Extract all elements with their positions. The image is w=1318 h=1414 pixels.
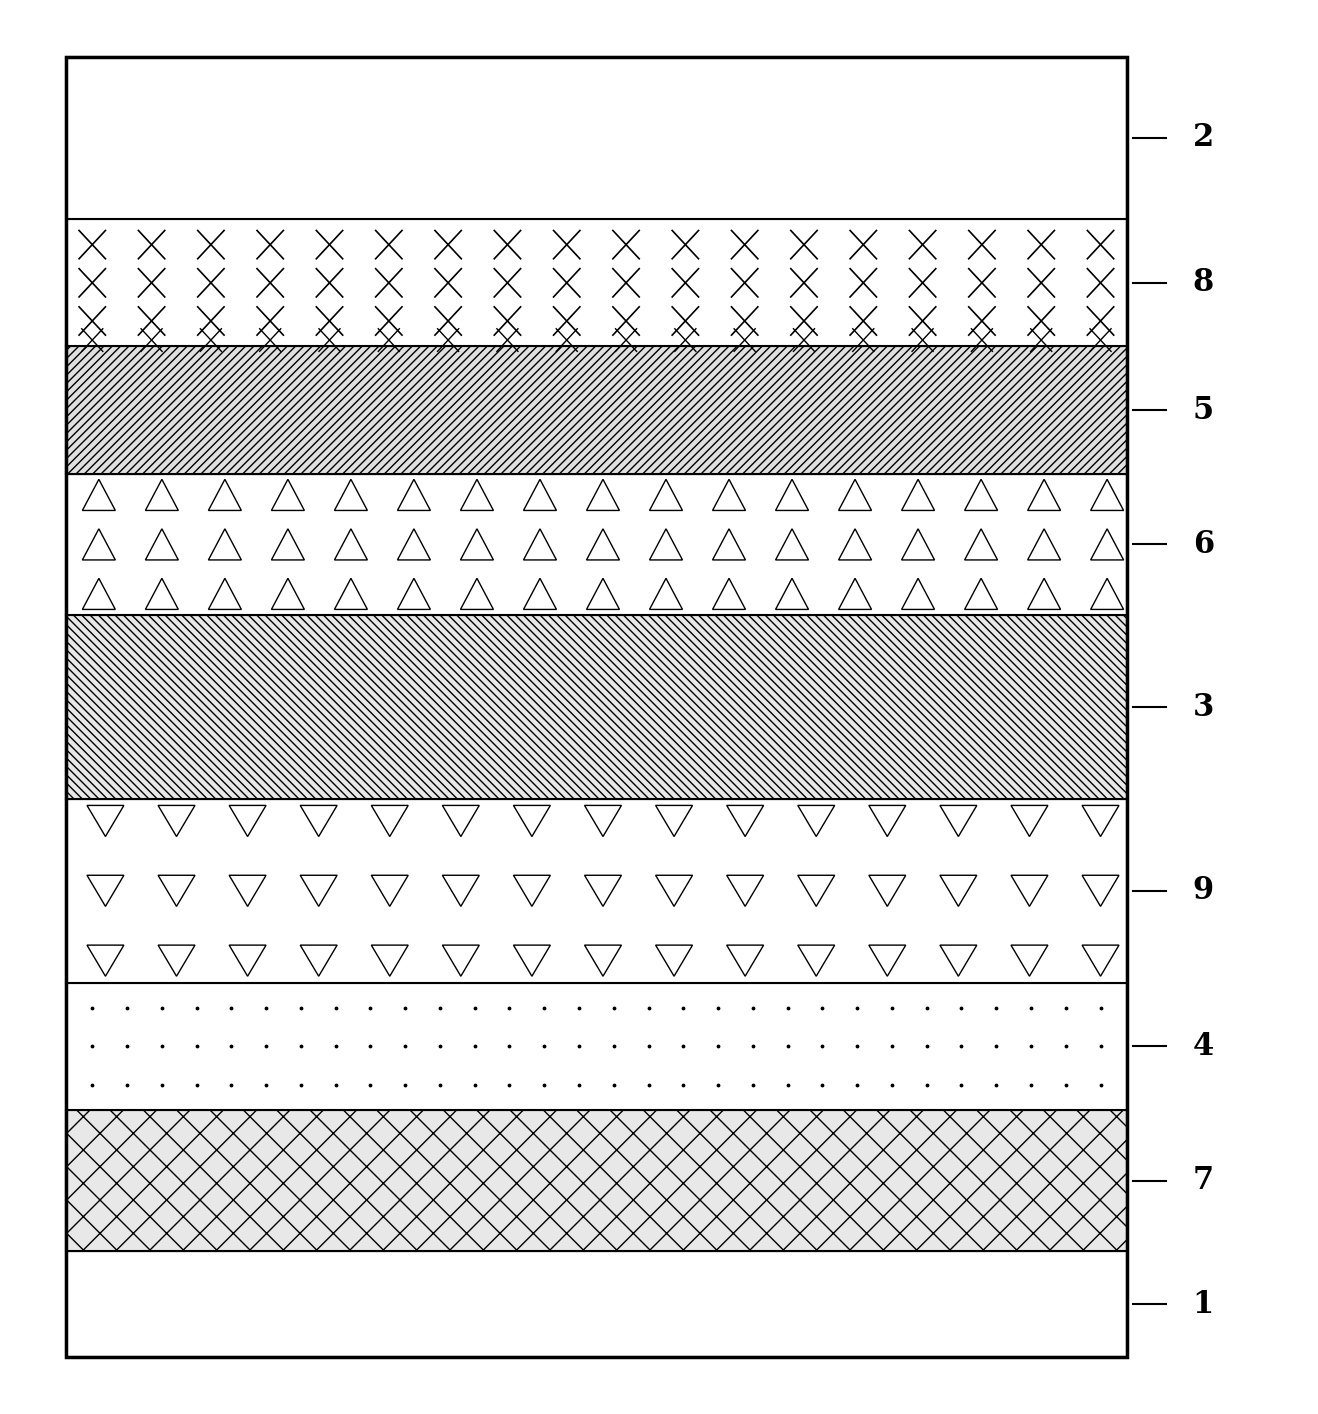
Text: 3: 3 [1193,691,1214,723]
Bar [66,615,1127,799]
Bar [66,983,1127,1110]
Text: 8: 8 [1193,267,1214,298]
Bar [66,1110,1127,1251]
Text: 1: 1 [1193,1290,1214,1319]
Bar [66,1251,1127,1357]
Text: 7: 7 [1193,1165,1214,1196]
Text: 5: 5 [1193,395,1214,426]
Bar [66,57,1127,219]
Text: 4: 4 [1193,1031,1214,1062]
Bar [66,346,1127,474]
Bar [66,1110,1127,1251]
Text: 9: 9 [1193,875,1214,906]
Text: 2: 2 [1193,123,1214,153]
Bar [66,474,1127,615]
Bar [66,57,1127,1357]
Text: 6: 6 [1193,529,1214,560]
Bar [66,219,1127,346]
Bar [66,346,1127,474]
Bar [66,615,1127,799]
Bar [66,799,1127,983]
